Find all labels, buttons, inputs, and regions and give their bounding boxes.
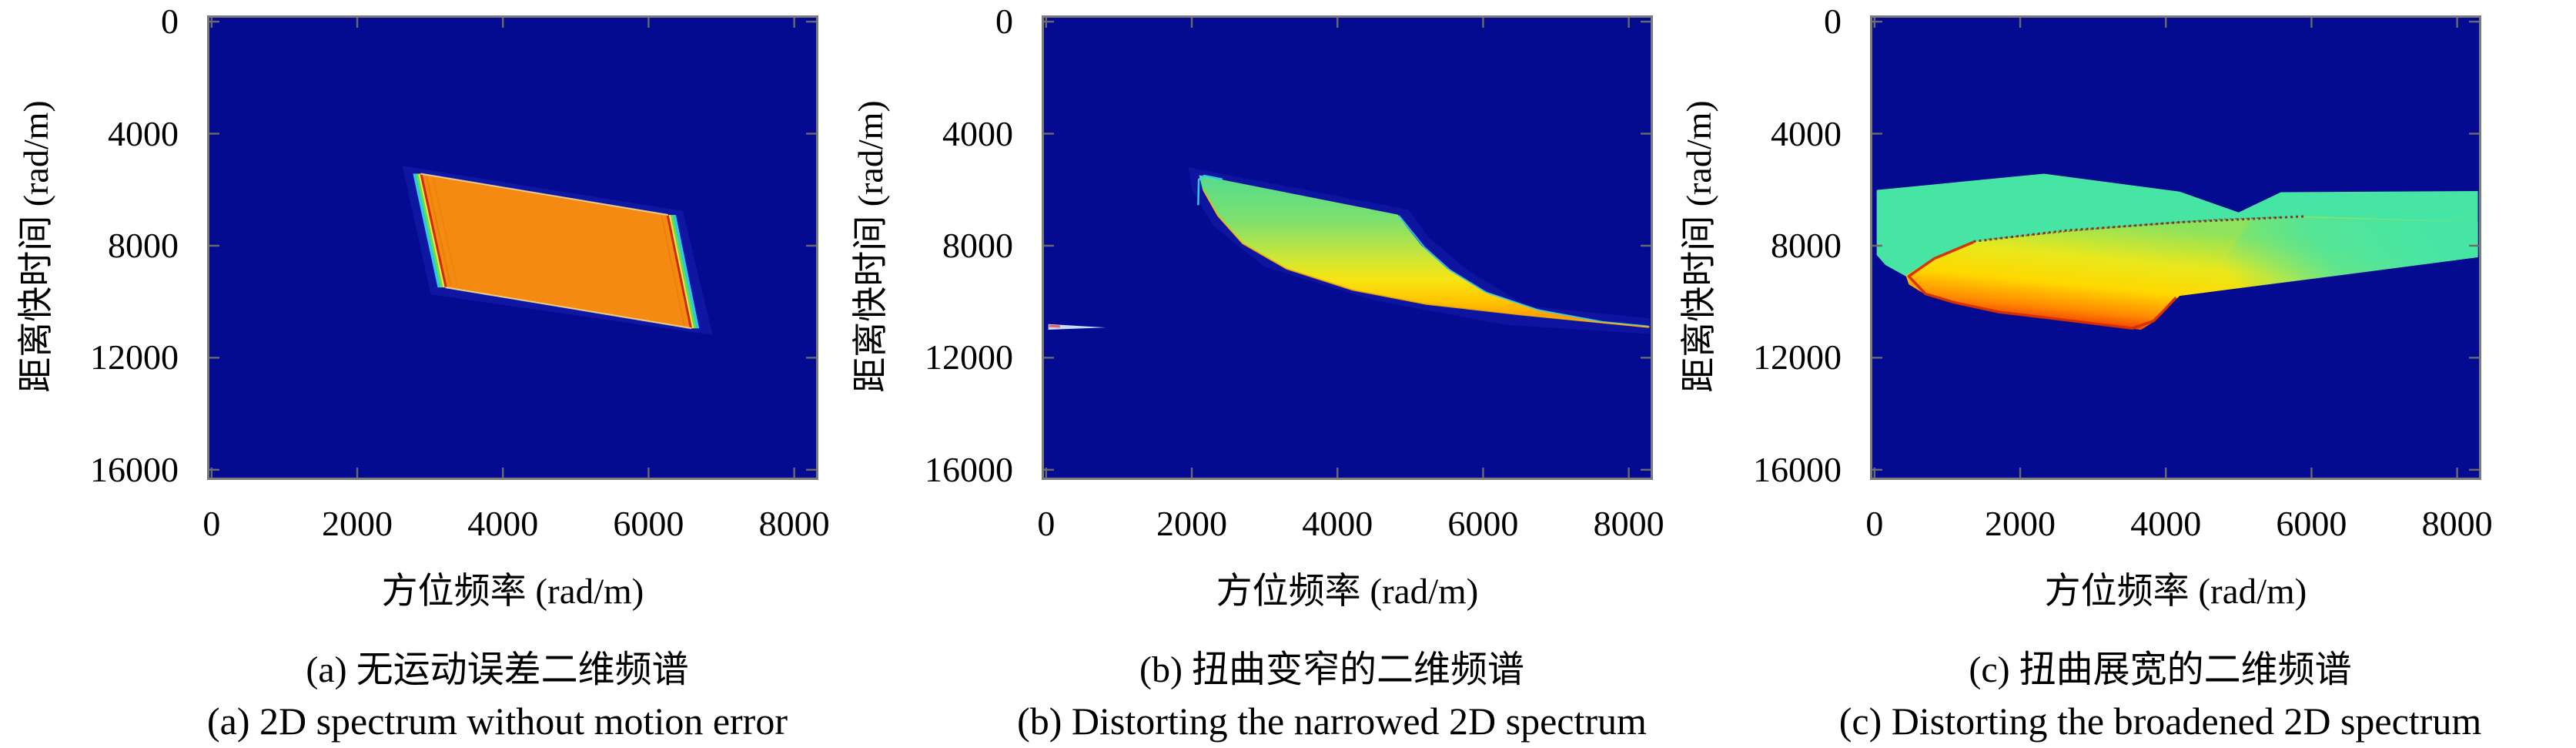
region-edge-orange-bottom xyxy=(1203,190,1648,327)
x-tick-label: 2000 xyxy=(1985,504,2056,543)
region-spectrum-body xyxy=(420,173,692,329)
y-tick-label: 16000 xyxy=(90,449,179,489)
region-moire-2 xyxy=(433,177,457,285)
region-moire-3 xyxy=(661,216,684,327)
y-tick-label: 0 xyxy=(161,2,179,42)
y-tick-label: 12000 xyxy=(90,337,179,377)
x-tick-label: 4000 xyxy=(2130,504,2202,543)
y-tick-label: 4000 xyxy=(942,113,1013,153)
y-tick-label: 0 xyxy=(995,2,1013,42)
x-tick-label: 6000 xyxy=(2276,504,2347,543)
caption-zh-a: (a) 无运动误差二维频谱 xyxy=(306,649,689,690)
region-left-sliver xyxy=(1048,324,1106,330)
heatmap-plot-c xyxy=(1870,15,2481,480)
y-tick-label: 8000 xyxy=(942,225,1013,265)
y-tick-label: 12000 xyxy=(1753,337,1842,377)
y-tick-label: 16000 xyxy=(925,449,1013,489)
x-tick-label: 6000 xyxy=(613,504,684,543)
caption-en-a: (a) 2D spectrum without motion error xyxy=(207,699,788,743)
heatmap-plot-b xyxy=(1042,15,1653,480)
region-rim-red xyxy=(1909,242,2176,328)
x-tick-label: 2000 xyxy=(1156,504,1228,543)
caption-zh-b: (b) 扭曲变窄的二维频谱 xyxy=(1139,649,1524,690)
region-edge-cyan-topleft xyxy=(1198,176,1222,205)
heatmap-canvas-a xyxy=(209,18,816,478)
region-fringe-right-cyan xyxy=(673,214,700,329)
x-tick-label: 0 xyxy=(202,504,221,543)
region-edge-bottom-fringe xyxy=(445,287,691,328)
heatmap-canvas-c xyxy=(1872,18,2479,478)
x-tick-label: 4000 xyxy=(1302,504,1373,543)
heatmap-canvas-b xyxy=(1044,18,1651,478)
y-tick-label: 8000 xyxy=(1771,225,1842,265)
x-axis-label: 方位频率 (rad/m) xyxy=(381,572,644,612)
region-fringe-left-yellow xyxy=(418,173,446,288)
region-edge-red-right xyxy=(667,215,691,328)
y-tick-label: 4000 xyxy=(108,113,179,153)
x-tick-label: 8000 xyxy=(758,504,830,543)
y-tick-label: 8000 xyxy=(108,225,179,265)
x-tick-label: 0 xyxy=(1037,504,1055,543)
x-axis-label: 方位频率 (rad/m) xyxy=(1216,572,1479,612)
caption-en-c: (c) Distorting the broadened 2D spectrum xyxy=(1838,699,2482,743)
region-wing-green-fade xyxy=(2202,216,2478,293)
region-left-sliver-red xyxy=(1049,326,1060,327)
x-tick-label: 2000 xyxy=(322,504,393,543)
caption-en-b: (b) Distorting the narrowed 2D spectrum xyxy=(1017,699,1647,743)
y-tick-label: 12000 xyxy=(925,337,1013,377)
region-fringe-right-green xyxy=(671,214,697,329)
y-tick-label: 4000 xyxy=(1771,113,1842,153)
region-fringe-left-cyan xyxy=(413,173,440,288)
region-speckle-line-1 xyxy=(1973,216,2306,242)
heatmap-plot-a xyxy=(207,15,818,480)
region-edge-top-fringe xyxy=(420,174,668,215)
y-tick-label: 0 xyxy=(1824,2,1842,42)
x-tick-label: 4000 xyxy=(467,504,539,543)
x-tick-label: 6000 xyxy=(1447,504,1519,543)
region-moire-1 xyxy=(427,176,451,287)
region-fringe-left-green xyxy=(415,173,443,288)
y-tick-label: 16000 xyxy=(1753,449,1842,489)
x-axis-label: 方位频率 (rad/m) xyxy=(2044,572,2307,612)
region-edge-cyan-right xyxy=(1399,216,1648,327)
x-tick-label: 8000 xyxy=(1593,504,1664,543)
region-spectrum-body xyxy=(1199,175,1650,328)
caption-zh-c: (c) 扭曲展宽的二维频谱 xyxy=(1969,649,2352,690)
x-tick-label: 8000 xyxy=(2421,504,2493,543)
x-tick-label: 0 xyxy=(1865,504,1884,543)
region-edge-red-left xyxy=(421,174,446,287)
region-fringe-right-yellow xyxy=(667,214,694,329)
